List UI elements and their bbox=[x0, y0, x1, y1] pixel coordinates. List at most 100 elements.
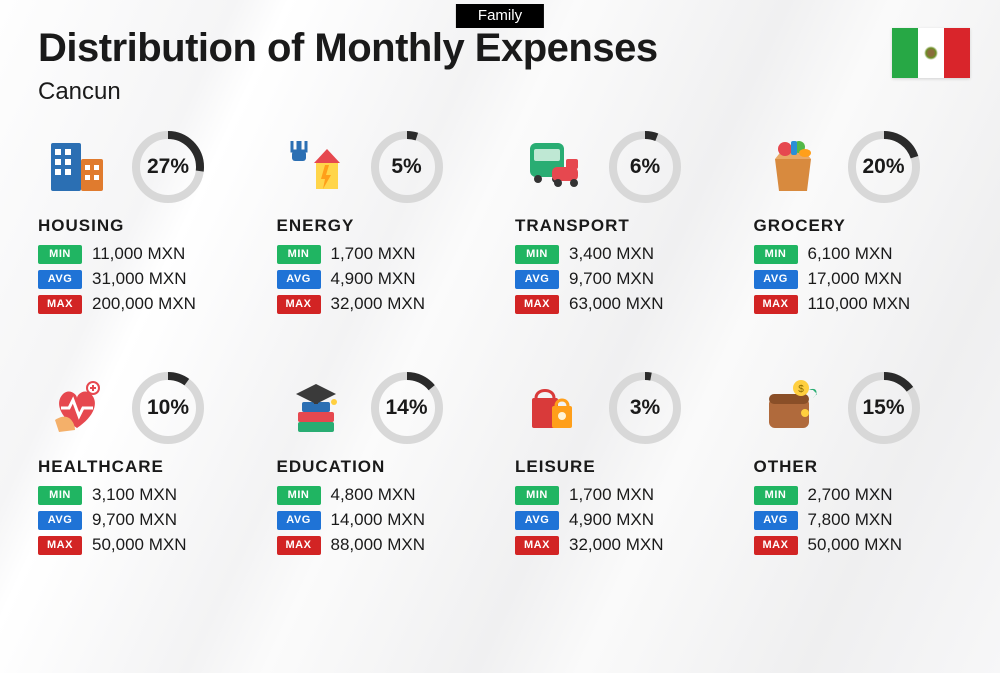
avg-badge: AVG bbox=[38, 511, 82, 530]
avg-badge: AVG bbox=[38, 270, 82, 289]
stat-row-min: MIN6,100 MXN bbox=[754, 244, 979, 264]
category-name: HEALTHCARE bbox=[38, 457, 263, 477]
max-badge: MAX bbox=[38, 295, 82, 314]
min-value: 3,400 MXN bbox=[569, 244, 654, 264]
category-name: LEISURE bbox=[515, 457, 740, 477]
svg-text:$: $ bbox=[798, 384, 804, 395]
card-other: $ 15% OTHER MIN 2,700 MXN AVG 7,800 MXN MA… bbox=[748, 369, 979, 560]
card-education: 14% EDUCATION MIN 4,800 MXN AVG 14,000 MXN… bbox=[271, 369, 502, 560]
category-name: OTHER bbox=[754, 457, 979, 477]
max-badge: MAX bbox=[515, 295, 559, 314]
stat-row-max: MAX32,000 MXN bbox=[277, 294, 502, 314]
percent-ring-housing: 27% bbox=[130, 129, 206, 205]
percent-label: 3% bbox=[607, 370, 683, 446]
percent-label: 14% bbox=[369, 370, 445, 446]
stat-row-avg: AVG 31,000 MXN bbox=[38, 269, 263, 289]
avg-badge: AVG bbox=[277, 270, 321, 289]
avg-badge: AVG bbox=[515, 511, 559, 530]
percent-ring-other: 15% bbox=[846, 370, 922, 446]
min-value: 11,000 MXN bbox=[92, 244, 185, 264]
stat-row-avg: AVG 14,000 MXN bbox=[277, 510, 502, 530]
max-badge: MAX bbox=[277, 536, 321, 555]
min-value: 3,100 MXN bbox=[92, 485, 177, 505]
min-value: 4,800 MXN bbox=[331, 485, 416, 505]
avg-badge: AVG bbox=[515, 270, 559, 289]
max-value: 110,000 MXN bbox=[808, 294, 911, 314]
stat-row-max: MAX 200,000 MXN bbox=[38, 294, 263, 314]
min-value: 2,700 MXN bbox=[808, 485, 893, 505]
card-leisure: 3% LEISURE MIN 1,700 MXN AVG 4,900 MXN MAX… bbox=[509, 369, 740, 560]
stat-row-min: MIN 1,700 MXN bbox=[277, 244, 502, 264]
min-badge: MIN bbox=[38, 486, 82, 505]
max-value: 200,000 MXN bbox=[92, 294, 196, 314]
stat-row-max: MAX 32,000 MXN bbox=[515, 535, 740, 555]
percent-ring-grocery: 20% bbox=[846, 129, 922, 205]
stat-row-min: MIN 3,100 MXN bbox=[38, 485, 263, 505]
percent-label: 5% bbox=[369, 129, 445, 205]
card-healthcare: 10% HEALTHCARE MIN 3,100 MXN AVG 9,700 MXN… bbox=[32, 369, 263, 560]
stat-row-avg: AVG 17,000 MXN bbox=[754, 269, 979, 289]
avg-badge: AVG bbox=[277, 511, 321, 530]
min-badge: MIN bbox=[515, 245, 559, 264]
avg-value: 14,000 MXN bbox=[331, 510, 426, 530]
stat-row-max: MAX88,000 MXN bbox=[277, 535, 502, 555]
percent-ring-leisure: 3% bbox=[607, 370, 683, 446]
percent-ring-healthcare: 10% bbox=[130, 370, 206, 446]
housing-icon bbox=[38, 128, 116, 206]
category-name: HOUSING bbox=[38, 216, 263, 236]
stat-row-min: MIN 4,800 MXN bbox=[277, 485, 502, 505]
max-badge: MAX bbox=[754, 536, 798, 555]
max-value: 50,000 MXN bbox=[92, 535, 187, 555]
min-badge: MIN bbox=[515, 486, 559, 505]
min-badge: MIN bbox=[754, 486, 798, 505]
min-value: 6,100 MXN bbox=[808, 244, 893, 264]
stat-row-avg: AVG9,700 MXN bbox=[515, 269, 740, 289]
category-name: ENERGY bbox=[277, 216, 502, 236]
max-badge: MAX bbox=[277, 295, 321, 314]
stat-row-avg: AVG 4,900 MXN bbox=[515, 510, 740, 530]
stat-row-avg: AVG 7,800 MXN bbox=[754, 510, 979, 530]
stat-row-max: MAX 50,000 MXN bbox=[38, 535, 263, 555]
min-badge: MIN bbox=[277, 245, 321, 264]
grocery-icon bbox=[754, 128, 832, 206]
stat-row-avg: AVG 9,700 MXN bbox=[38, 510, 263, 530]
transport-icon bbox=[515, 128, 593, 206]
mexico-flag-icon bbox=[892, 28, 970, 78]
percent-ring-education: 14% bbox=[369, 370, 445, 446]
stat-row-avg: AVG4,900 MXN bbox=[277, 269, 502, 289]
stat-row-max: MAX 63,000 MXN bbox=[515, 294, 740, 314]
category-name: EDUCATION bbox=[277, 457, 502, 477]
avg-badge: AVG bbox=[754, 511, 798, 530]
card-grocery: 20% GROCERY MIN6,100 MXN AVG17,000 MXN M… bbox=[748, 128, 979, 319]
avg-badge: AVG bbox=[754, 270, 798, 289]
max-badge: MAX bbox=[515, 536, 559, 555]
categories-grid: 27% HOUSING MIN11,000 MXN AVG31,000 MXN … bbox=[32, 128, 978, 560]
max-value: 32,000 MXN bbox=[569, 535, 664, 555]
stat-row-min: MIN 1,700 MXN bbox=[515, 485, 740, 505]
leisure-icon bbox=[515, 369, 593, 447]
percent-label: 10% bbox=[130, 370, 206, 446]
min-badge: MIN bbox=[277, 486, 321, 505]
avg-value: 31,000 MXN bbox=[92, 269, 187, 289]
percent-label: 27% bbox=[130, 129, 206, 205]
stat-row-max: MAX50,000 MXN bbox=[754, 535, 979, 555]
page-title: Distribution of Monthly Expenses bbox=[38, 26, 658, 71]
avg-value: 9,700 MXN bbox=[92, 510, 177, 530]
max-value: 63,000 MXN bbox=[569, 294, 664, 314]
percent-ring-energy: 5% bbox=[369, 129, 445, 205]
stat-row-min: MIN 11,000 MXN bbox=[38, 244, 263, 264]
min-value: 1,700 MXN bbox=[331, 244, 416, 264]
avg-value: 17,000 MXN bbox=[808, 269, 903, 289]
percent-label: 20% bbox=[846, 129, 922, 205]
max-badge: MAX bbox=[38, 536, 82, 555]
avg-value: 7,800 MXN bbox=[808, 510, 893, 530]
max-badge: MAX bbox=[754, 295, 798, 314]
min-value: 1,700 MXN bbox=[569, 485, 654, 505]
page-subtitle: Cancun bbox=[38, 78, 121, 106]
card-transport: 6% TRANSPORT MIN3,400 MXN AVG9,700 MXN M… bbox=[509, 128, 740, 319]
min-badge: MIN bbox=[38, 245, 82, 264]
education-icon bbox=[277, 369, 355, 447]
avg-value: 4,900 MXN bbox=[569, 510, 654, 530]
card-housing: 27% HOUSING MIN11,000 MXN AVG31,000 MXN … bbox=[32, 128, 263, 319]
percent-label: 6% bbox=[607, 129, 683, 205]
